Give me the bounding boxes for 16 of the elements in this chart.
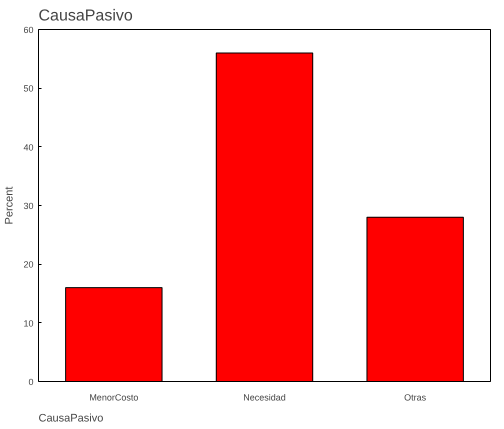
x-tick-label: Necesidad bbox=[243, 392, 286, 402]
chart-title: CausaPasivo bbox=[38, 8, 133, 24]
y-tick-label: 60 bbox=[23, 25, 34, 35]
y-tick-label: 40 bbox=[23, 142, 34, 152]
bar bbox=[216, 52, 314, 382]
x-axis-title: CausaPasivo bbox=[38, 412, 104, 424]
y-tick-label: 0 bbox=[28, 377, 34, 387]
y-tick-label: 50 bbox=[23, 84, 34, 94]
bar bbox=[65, 287, 163, 382]
y-tick-label: 30 bbox=[23, 201, 34, 211]
bar bbox=[366, 216, 464, 382]
x-tick-label: MenorCosto bbox=[89, 392, 138, 402]
y-axis-title: Percent bbox=[3, 186, 16, 224]
y-tick-label: 20 bbox=[23, 260, 34, 270]
x-tick-label: Otras bbox=[404, 392, 427, 402]
y-tick-label: 10 bbox=[23, 318, 34, 328]
